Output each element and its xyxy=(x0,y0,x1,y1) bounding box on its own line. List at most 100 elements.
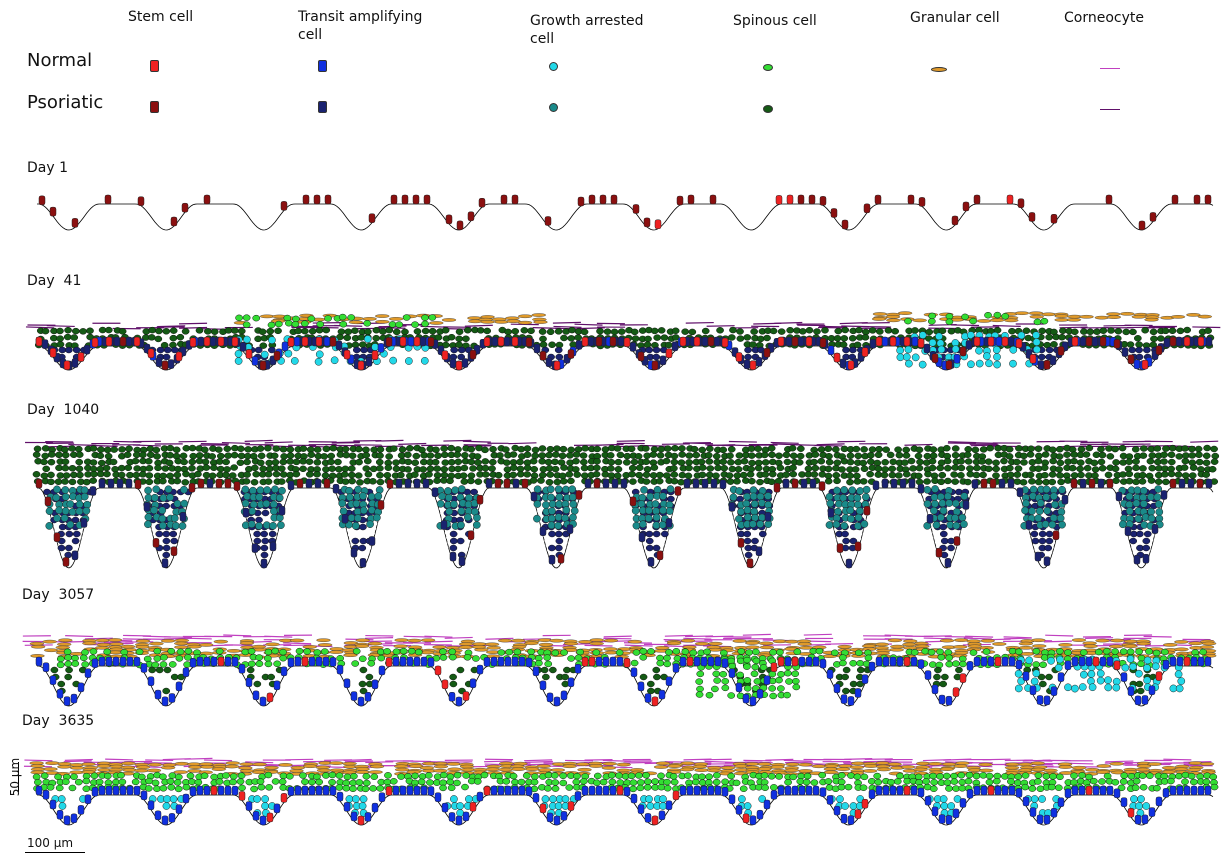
granular-cell xyxy=(342,761,357,766)
growth-arrested-cell xyxy=(375,486,384,494)
spinous-cell xyxy=(721,684,730,692)
transit-amplifying-cell xyxy=(987,656,995,667)
stem-cell xyxy=(1151,524,1159,534)
stem-cell xyxy=(889,336,897,347)
spinous-cell xyxy=(792,683,801,691)
spinous-cell xyxy=(671,327,680,335)
spinous-cell xyxy=(81,649,89,656)
transit-amplifying-cell xyxy=(254,346,263,354)
swatch-corneocyte-psoriatic xyxy=(1100,109,1120,110)
spinous-cell xyxy=(825,458,834,466)
spinous-cell xyxy=(964,445,973,453)
transit-amplifying-cell xyxy=(917,659,925,669)
spinous-cell xyxy=(1064,649,1072,656)
spinous-cell xyxy=(203,328,212,335)
spinous-cell xyxy=(579,778,588,785)
growth-arrested-cell xyxy=(548,507,556,515)
spinous-cell xyxy=(324,315,332,322)
growth-arrested-cell xyxy=(918,360,927,369)
spinous-cell xyxy=(421,327,430,335)
stem-cell xyxy=(800,478,808,489)
growth-arrested-cell xyxy=(833,486,841,495)
spinous-cell xyxy=(354,472,363,479)
granular-cell xyxy=(239,641,255,645)
spinous-cell xyxy=(82,478,91,486)
growth-arrested-cell xyxy=(640,486,648,494)
spinous-cell xyxy=(160,654,168,661)
spinous-cell xyxy=(681,328,690,335)
stem-cell xyxy=(665,518,673,528)
swatch-ta-normal xyxy=(318,60,327,72)
spinous-cell xyxy=(546,328,555,336)
stem-cell xyxy=(314,478,322,489)
transit-amplifying-cell xyxy=(358,544,367,552)
spinous-cell xyxy=(96,452,105,459)
spinous-cell xyxy=(144,785,153,792)
spinous-cell xyxy=(538,445,547,452)
growth-arrested-cell xyxy=(1064,683,1072,692)
spinous-cell xyxy=(969,317,977,325)
spinous-cell xyxy=(945,660,954,668)
stem-cell xyxy=(805,336,813,347)
transit-amplifying-cell xyxy=(399,656,407,667)
spinous-cell xyxy=(839,659,847,667)
spinous-cell xyxy=(153,647,162,655)
granular-cell xyxy=(420,638,436,643)
stem-cell xyxy=(944,558,952,568)
spinous-cell xyxy=(629,478,637,485)
spinous-cell xyxy=(56,655,65,663)
spinous-cell xyxy=(476,327,485,334)
spinous-cell xyxy=(909,465,917,472)
spinous-cell xyxy=(576,648,585,656)
spinous-cell xyxy=(712,472,720,479)
transit-amplifying-cell xyxy=(980,656,988,667)
spinous-cell xyxy=(385,453,393,460)
spinous-cell xyxy=(881,459,890,466)
transit-amplifying-cell xyxy=(1037,353,1046,361)
transit-amplifying-cell xyxy=(630,667,638,677)
stem-cell xyxy=(1193,194,1201,205)
spinous-cell xyxy=(1132,777,1141,785)
transit-amplifying-cell xyxy=(1155,671,1163,681)
granular-cell xyxy=(317,643,333,647)
growth-arrested-cell xyxy=(1125,500,1134,509)
corneocyte xyxy=(1003,637,1032,640)
spinous-cell xyxy=(632,649,641,656)
spinous-cell xyxy=(431,458,440,466)
growth-arrested-cell xyxy=(284,349,293,358)
stem-cell xyxy=(497,336,505,347)
transit-amplifying-cell xyxy=(602,656,610,667)
spinous-cell xyxy=(984,465,993,473)
spinous-cell xyxy=(656,452,665,459)
spinous-cell xyxy=(915,446,924,454)
granular-cell xyxy=(1106,312,1121,316)
spinous-cell xyxy=(644,778,652,785)
spinous-cell xyxy=(670,452,679,460)
growth-arrested-cell xyxy=(651,500,660,508)
transit-amplifying-cell xyxy=(1163,338,1171,348)
spinous-cell xyxy=(460,464,469,472)
granular-cell xyxy=(1106,315,1122,319)
spinous-cell xyxy=(375,458,384,466)
transit-amplifying-cell xyxy=(253,530,261,538)
transit-amplifying-cell xyxy=(785,336,793,347)
transit-amplifying-cell xyxy=(427,657,435,667)
spinous-cell xyxy=(1041,472,1049,479)
spinous-cell xyxy=(653,334,662,341)
spinous-cell xyxy=(1161,327,1170,335)
spinous-cell xyxy=(539,341,548,348)
spinous-cell xyxy=(480,771,489,779)
growth-arrested-cell xyxy=(262,499,271,508)
granular-cell xyxy=(875,764,891,769)
spinous-cell xyxy=(315,326,324,334)
corneocyte xyxy=(264,441,293,444)
spinous-cell xyxy=(848,335,857,342)
spinous-cell xyxy=(684,472,693,480)
panel-label-day-41: Day 41 xyxy=(27,273,82,289)
spinous-cell xyxy=(1042,773,1051,780)
transit-amplifying-cell xyxy=(365,357,373,367)
spinous-cell xyxy=(441,327,450,334)
growth-arrested-cell xyxy=(659,492,667,501)
stem-cell xyxy=(863,203,871,214)
granular-cell xyxy=(1110,638,1125,643)
